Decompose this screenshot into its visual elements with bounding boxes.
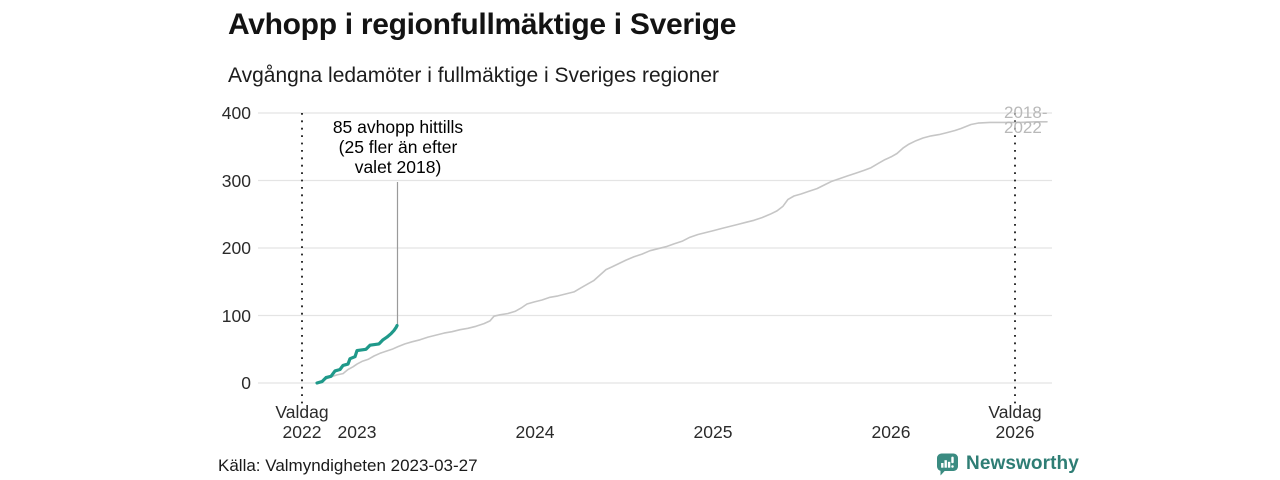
series-line-2018-2022 (316, 121, 1048, 384)
newsworthy-icon (937, 453, 958, 476)
y-tick-label-100: 100 (221, 305, 251, 326)
x-tick-label-2025: 2025 (693, 422, 733, 442)
series-line-current (315, 324, 399, 385)
chart-title: Avhopp i regionfullmäktige i Sverige (228, 8, 737, 41)
y-tick-label-400: 400 (221, 103, 251, 123)
source-note: Källa: Valmyndigheten 2023-03-27 (218, 456, 478, 475)
newsworthy-logo: Newsworthy (936, 452, 1079, 476)
y-tick-label-300: 300 (221, 170, 251, 191)
x-tick-label-Valdag-2026: Valdag 2026 (988, 402, 1042, 442)
y-tick-label-200: 200 (221, 238, 251, 258)
x-tick-label-2023: 2023 (337, 422, 377, 442)
series-label-2018-2022: 2018- 2022 (1004, 103, 1048, 137)
x-tick-label-Valdag-2022: Valdag 2022 (275, 402, 329, 442)
chart-subtitle: Avgångna ledamöter i fullmäktige i Sveri… (228, 64, 720, 87)
x-tick-label-2024: 2024 (515, 422, 555, 442)
y-tick-label-0: 0 (241, 373, 251, 393)
newsworthy-wordmark: Newsworthy (966, 453, 1079, 474)
x-tick-label-2026: 2026 (871, 422, 911, 442)
annotation-label: 85 avhopp hittills (25 fler än efter val… (332, 117, 464, 177)
